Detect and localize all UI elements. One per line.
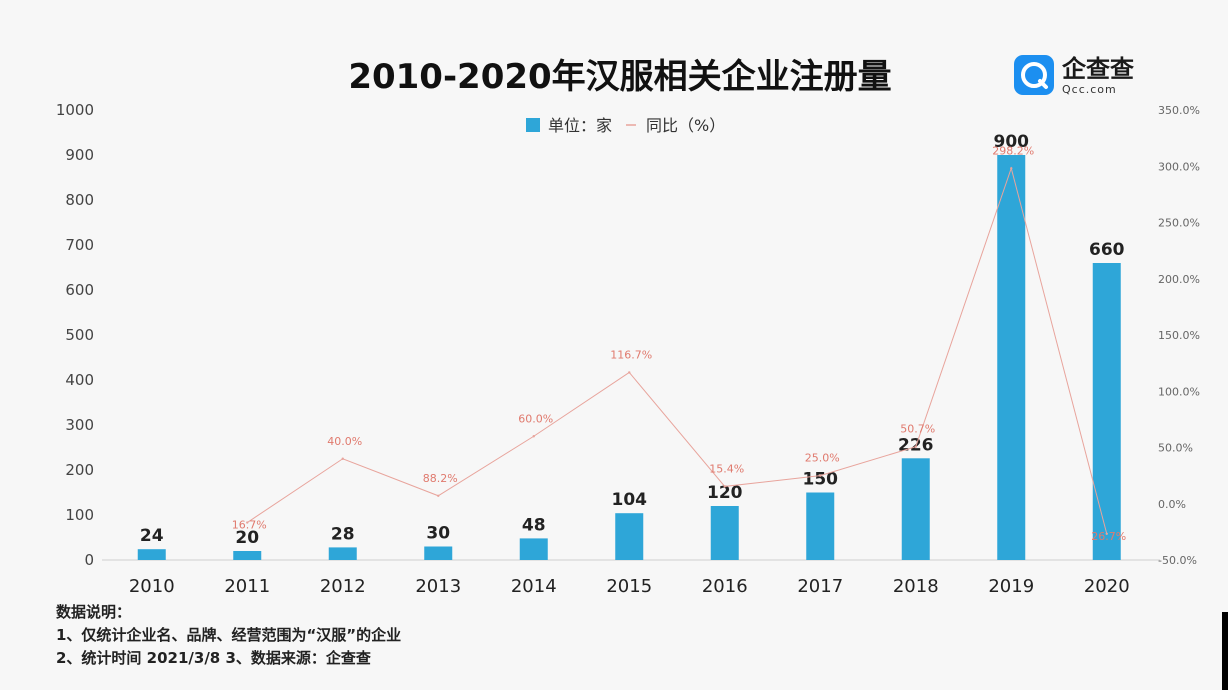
notes-line-2: 2、统计时间 2021/3/8 3、数据来源：企查查	[56, 649, 371, 667]
x-tick-label: 2016	[702, 576, 748, 597]
yoy-value-label: 298.2%	[992, 144, 1034, 157]
x-tick-label: 2017	[797, 576, 843, 597]
legend-item-line: 同比（%）	[646, 116, 725, 135]
yoy-value-label: 26.7%	[1091, 530, 1126, 543]
y-right-tick-label: 300.0%	[1158, 160, 1200, 173]
y-right-tick-label: 350.0%	[1158, 104, 1200, 117]
x-tick-label: 2015	[606, 576, 652, 597]
bar	[519, 538, 548, 560]
y-left-tick-label: 600	[65, 281, 94, 299]
bar-value-label: 660	[1089, 240, 1125, 260]
yoy-value-label: 40.0%	[327, 435, 362, 448]
y-left-tick-label: 1000	[56, 101, 94, 119]
yoy-point	[532, 435, 535, 438]
yoy-value-label: 15.4%	[709, 462, 744, 475]
bar	[328, 547, 357, 560]
bar-value-label: 150	[803, 470, 839, 490]
x-tick-label: 2018	[893, 576, 939, 597]
y-right-tick-label: 150.0%	[1158, 329, 1200, 342]
yoy-point	[1105, 532, 1108, 535]
bar-value-label: 30	[426, 524, 450, 544]
y-left-tick-label: 800	[65, 191, 94, 209]
brand-sub: Qcc.com	[1062, 83, 1117, 96]
yoy-point	[723, 485, 726, 488]
y-left-tick-label: 100	[65, 506, 94, 524]
bar-value-label: 28	[331, 524, 355, 544]
y-left-tick-label: 200	[65, 461, 94, 479]
y-left-tick-label: 0	[84, 551, 94, 569]
yoy-value-label: 60.0%	[518, 412, 553, 425]
x-tick-label: 2013	[415, 576, 461, 597]
yoy-point	[628, 371, 631, 374]
line-series: 16.7% 40.0% 88.2% 60.0% 116.7% 15.4% 25.0% 50.7…	[232, 144, 1126, 543]
yoy-point	[341, 457, 344, 460]
yoy-point	[819, 474, 822, 477]
legend-swatch-bar	[526, 118, 540, 132]
legend-item-bar: 单位：家	[548, 116, 612, 135]
bar-value-label: 120	[707, 483, 743, 503]
yoy-value-label: 88.2%	[423, 472, 458, 485]
yoy-point	[914, 445, 917, 448]
y-left-tick-label: 300	[65, 416, 94, 434]
x-tick-label: 2019	[988, 576, 1034, 597]
bar	[806, 492, 835, 560]
bar-value-label: 900	[994, 132, 1030, 152]
chart-title: 2010-2020年汉服相关企业注册量	[348, 57, 891, 97]
x-tick-label: 2012	[320, 576, 366, 597]
bar	[901, 458, 930, 560]
yoy-value-label: 50.7%	[900, 423, 935, 436]
y-right-tick-label: 200.0%	[1158, 273, 1200, 286]
bar	[233, 551, 262, 560]
yoy-point	[246, 521, 249, 524]
bar-value-label: 48	[522, 515, 546, 535]
bar	[424, 546, 453, 560]
brand-logo-icon	[1014, 55, 1054, 95]
y-right-tick-label: 50.0%	[1158, 442, 1193, 455]
edge-decoration	[1222, 612, 1228, 690]
bar	[1092, 263, 1121, 560]
notes: 数据说明： 1、仅统计企业名、品牌、经营范围为“汉服”的企业 2、统计时间 20…	[56, 601, 401, 670]
yoy-point	[437, 494, 440, 497]
x-axis: 2010 2011 2012 2013 2014 2015 2016 2017 2018 2019…	[129, 576, 1130, 597]
bar	[615, 513, 644, 560]
bar-value-label: 20	[235, 528, 259, 548]
x-tick-label: 2011	[224, 576, 270, 597]
y-right-tick-label: -50.0%	[1158, 554, 1197, 567]
x-tick-label: 2020	[1084, 576, 1130, 597]
yoy-value-label: 25.0%	[805, 452, 840, 465]
bar	[137, 549, 166, 560]
notes-line-1: 1、仅统计企业名、品牌、经营范围为“汉服”的企业	[56, 626, 402, 644]
y-axis-left: 0 100 200 300 400 500 600 700 800 900 1000	[56, 101, 94, 569]
bar	[710, 506, 739, 560]
y-left-tick-label: 900	[65, 146, 94, 164]
y-left-tick-label: 400	[65, 371, 94, 389]
bar	[997, 155, 1026, 560]
brand-name: 企查查	[1062, 55, 1134, 83]
yoy-line	[246, 166, 1108, 534]
notes-heading: 数据说明：	[56, 603, 132, 621]
brand-logo: 企查查 Qcc.com	[1014, 55, 1134, 96]
y-right-tick-label: 0.0%	[1158, 498, 1186, 511]
y-axis-right: -50.0% 0.0% 50.0% 100.0% 150.0% 200.0% 250.0% 3…	[1158, 104, 1200, 567]
x-tick-label: 2010	[129, 576, 175, 597]
bar-value-label: 24	[140, 526, 164, 546]
legend: 单位：家 同比（%）	[526, 116, 725, 135]
y-right-tick-label: 100.0%	[1158, 385, 1200, 398]
yoy-point	[1010, 167, 1013, 170]
yoy-value-label: 16.7%	[232, 519, 267, 532]
bar-value-label: 104	[612, 490, 648, 510]
x-tick-label: 2014	[511, 576, 557, 597]
y-left-tick-label: 500	[65, 326, 94, 344]
y-left-tick-label: 700	[65, 236, 94, 254]
yoy-value-label: 116.7%	[610, 348, 652, 361]
y-right-tick-label: 250.0%	[1158, 217, 1200, 230]
